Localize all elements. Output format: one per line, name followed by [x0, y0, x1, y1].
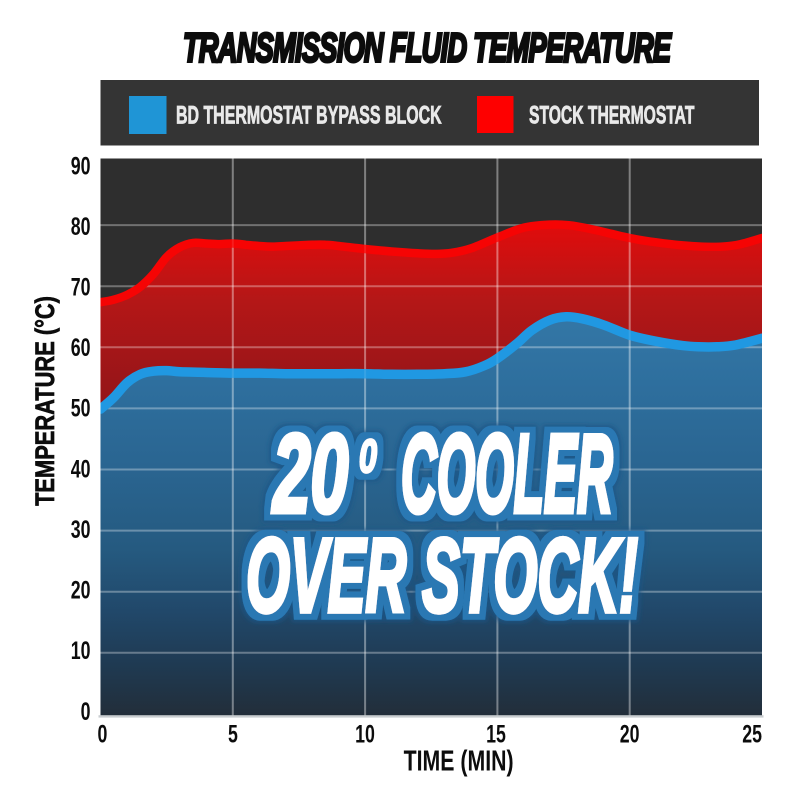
- svg-text:0: 0: [81, 697, 91, 726]
- svg-text:40: 40: [71, 454, 91, 483]
- svg-text:BD THERMOSTAT BYPASS BLOCK: BD THERMOSTAT BYPASS BLOCK: [176, 102, 442, 129]
- svg-text:15: 15: [486, 719, 506, 748]
- svg-text:0: 0: [98, 719, 108, 748]
- svg-text:70: 70: [71, 272, 91, 301]
- svg-text:STOCK THERMOSTAT: STOCK THERMOSTAT: [529, 102, 695, 130]
- svg-text:20: 20: [71, 576, 91, 605]
- svg-text:80: 80: [71, 212, 91, 241]
- svg-text:TRANSMISSION FLUID TEMPERATURE: TRANSMISSION FLUID TEMPERATURE: [183, 26, 673, 71]
- svg-text:90: 90: [71, 151, 91, 180]
- svg-text:0: 0: [359, 431, 377, 482]
- svg-text:20: 20: [272, 413, 349, 536]
- svg-text:TIME (MIN): TIME (MIN): [404, 746, 514, 778]
- svg-text:TEMPERATURE (°C): TEMPERATURE (°C): [31, 296, 61, 506]
- svg-text:5: 5: [228, 719, 238, 748]
- svg-text:25: 25: [742, 719, 762, 748]
- svg-text:OVER STOCK!: OVER STOCK!: [246, 517, 638, 634]
- svg-text:10: 10: [355, 719, 375, 748]
- svg-text:COOLER: COOLER: [401, 413, 613, 537]
- svg-text:30: 30: [71, 515, 91, 544]
- svg-text:60: 60: [71, 333, 91, 362]
- svg-text:50: 50: [71, 394, 91, 423]
- svg-text:20: 20: [620, 719, 640, 748]
- svg-text:10: 10: [71, 636, 91, 665]
